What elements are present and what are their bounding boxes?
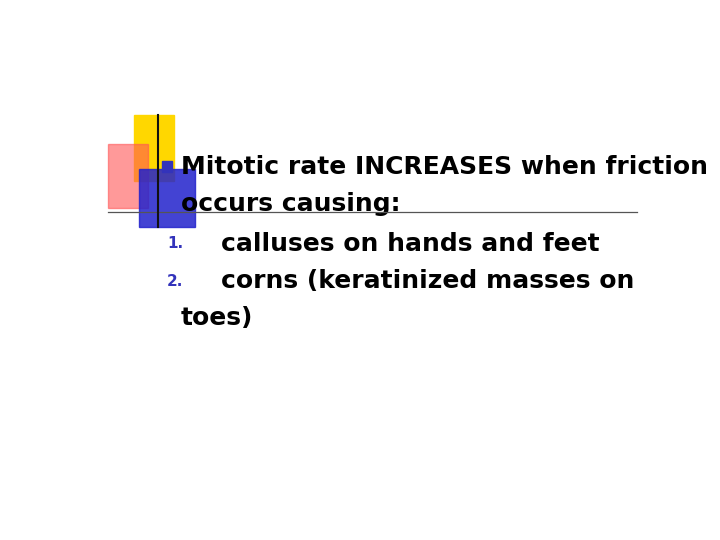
Text: toes): toes) [181,306,253,330]
Text: Mitotic rate INCREASES when friction: Mitotic rate INCREASES when friction [181,154,708,179]
Text: calluses on hands and feet: calluses on hands and feet [221,232,600,255]
Text: corns (keratinized masses on: corns (keratinized masses on [221,269,634,293]
Text: 1.: 1. [167,236,183,251]
Bar [108,144,148,208]
Bar [133,114,174,181]
Text: occurs causing:: occurs causing: [181,192,400,216]
Text: 2.: 2. [167,274,184,288]
Bar [139,168,195,227]
Bar [162,161,172,172]
